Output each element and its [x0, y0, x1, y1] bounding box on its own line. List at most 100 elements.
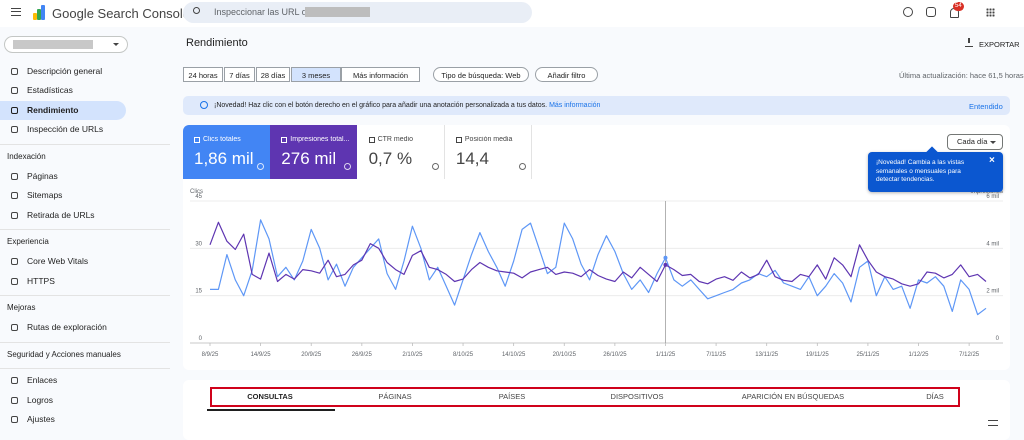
tab[interactable]: DISPOSITIVOS — [610, 392, 664, 401]
nav-label: Logros — [27, 394, 53, 405]
nav-icon — [11, 67, 18, 75]
nav-label: Rendimiento — [27, 104, 79, 115]
banner-link[interactable]: Más información — [549, 102, 601, 109]
metric-help — [344, 163, 352, 170]
nav-item[interactable]: Inspección de URLs — [0, 120, 126, 139]
nav-section[interactable]: Seguridad y Acciones manuales — [7, 349, 121, 359]
tab[interactable]: PAÍSES — [498, 392, 526, 401]
metric-value: 276 mil — [281, 149, 337, 168]
more-button[interactable]: Más información — [341, 67, 420, 82]
metric-card[interactable]: Impresiones total... 276 mil — [270, 125, 358, 179]
x-tick-label: 8/10/25 — [453, 352, 474, 358]
nav-item[interactable]: Estadísticas — [0, 81, 126, 100]
nav-section[interactable]: Experiencia — [7, 237, 49, 246]
nav-label: HTTPS — [27, 275, 55, 286]
metric-label: CTR medio — [377, 136, 413, 143]
divider — [0, 341, 170, 343]
nav-icon — [11, 87, 18, 94]
apps-button[interactable] — [986, 8, 995, 17]
divider — [0, 295, 170, 296]
y2-tick-label: 2 mil — [986, 289, 999, 295]
nav-label: Estadísticas — [27, 85, 73, 95]
x-tick-label: 14/9/25 — [251, 352, 272, 358]
nav-item[interactable]: Descripción general — [0, 62, 126, 81]
x-tick-label: 26/9/25 — [352, 352, 373, 358]
nav-label: Inspección de URLs — [27, 124, 104, 134]
x-tick-label: 25/11/25 — [856, 352, 880, 358]
nav-section[interactable]: Mejoras — [7, 303, 36, 312]
dismiss-button[interactable]: Entendido — [969, 102, 1003, 111]
granularity-select[interactable]: Cada día — [947, 134, 1003, 150]
performance-chart: Clics Impresiones 0 15 30 45 0 2 mil 4 mil 6 mil 8… — [190, 189, 1003, 358]
search-type-filter[interactable]: Tipo de búsqueda: Web — [433, 67, 529, 82]
nav-label: Descripción general — [27, 65, 103, 76]
divider — [0, 143, 170, 145]
nav-item[interactable]: Ajustes — [0, 410, 126, 429]
nav-icon — [11, 277, 18, 285]
redacted — [305, 7, 370, 17]
nav-label: Retirada de URLs — [27, 209, 95, 220]
nav-item[interactable]: Sitemaps — [0, 186, 126, 205]
search-placeholder: Inspeccionar las URL de — [214, 7, 312, 17]
nav-item[interactable]: Páginas — [0, 167, 126, 186]
last-update: Última actualización: hace 61,5 horas — [899, 71, 1024, 80]
divider — [0, 367, 170, 369]
nav-item[interactable]: Logros — [0, 391, 126, 410]
nav-section[interactable]: Indexación — [7, 151, 46, 161]
x-tick-label: 7/11/25 — [706, 352, 726, 358]
top-bar: Google Search Console Inspeccionar las U… — [0, 0, 1024, 27]
nav-item[interactable]: Core Web Vitals — [0, 252, 126, 271]
nav-icon — [11, 211, 18, 219]
time-range-chip[interactable]: 28 días — [256, 67, 290, 82]
series-line — [209, 221, 987, 287]
metric-checkbox — [368, 137, 375, 143]
highlight-box — [210, 387, 960, 407]
tab[interactable]: CONSULTAS — [247, 392, 293, 401]
y2-tick-label: 6 mil — [986, 194, 999, 200]
time-range-chip[interactable]: 24 horas — [183, 67, 223, 82]
page-title: Rendimiento — [186, 37, 248, 49]
metric-card[interactable]: Clics totales 1,86 mil — [183, 125, 270, 179]
time-range-chip[interactable]: 7 días — [224, 67, 255, 82]
logo — [33, 5, 46, 20]
nav-label: Core Web Vitals — [27, 256, 89, 266]
metric-card[interactable]: Posición media 14,4 — [444, 125, 532, 179]
series-line — [210, 219, 987, 316]
y2-axis-label: Impresiones — [970, 189, 1003, 195]
export-icon — [965, 38, 973, 47]
tab[interactable]: PÁGINAS — [378, 392, 412, 401]
filter-button[interactable] — [988, 420, 998, 426]
close-tip[interactable]: × — [989, 155, 995, 166]
export-button[interactable]: EXPORTAR — [979, 40, 1020, 49]
tab[interactable]: DÍAS — [926, 392, 944, 401]
metric-card[interactable]: CTR medio 0,7 % — [357, 125, 445, 179]
metric-help — [518, 163, 526, 170]
x-tick-label: 1/12/25 — [909, 352, 930, 358]
nav-label: Enlaces — [27, 375, 58, 385]
metric-value: 1,86 mil — [194, 149, 254, 168]
url-inspection-search[interactable]: Inspeccionar las URL de — [183, 2, 532, 23]
nav-item[interactable]: Retirada de URLs — [0, 206, 126, 225]
y-tick-label: 0 — [199, 336, 203, 342]
nav-icon — [11, 396, 18, 404]
x-tick-label: 2/10/25 — [402, 352, 423, 358]
metric-checkbox — [455, 137, 462, 143]
add-filter-button[interactable]: Añadir filtro — [535, 67, 598, 82]
users-button[interactable] — [926, 7, 936, 17]
nav-item[interactable]: HTTPS — [0, 272, 126, 291]
nav-item[interactable]: Rendimiento — [0, 100, 126, 120]
time-range-chip[interactable]: 3 meses — [291, 67, 341, 82]
nav-item[interactable]: Enlaces — [0, 371, 126, 390]
nav-icon — [11, 258, 18, 265]
nav-item[interactable]: Rutas de exploración — [0, 318, 126, 337]
property-selector[interactable] — [4, 36, 128, 53]
metric-label: Posición media — [464, 136, 513, 143]
tab[interactable]: APARICIÓN EN BÚSQUEDAS — [741, 392, 845, 401]
x-tick-label: 7/12/25 — [959, 352, 980, 358]
nav-label: Rutas de exploración — [27, 322, 107, 332]
y-axis-label: Clics — [190, 189, 203, 195]
divider — [0, 229, 170, 230]
menu-button[interactable] — [11, 8, 21, 16]
help-button[interactable] — [903, 7, 913, 17]
nav-label: Sitemaps — [27, 190, 63, 200]
